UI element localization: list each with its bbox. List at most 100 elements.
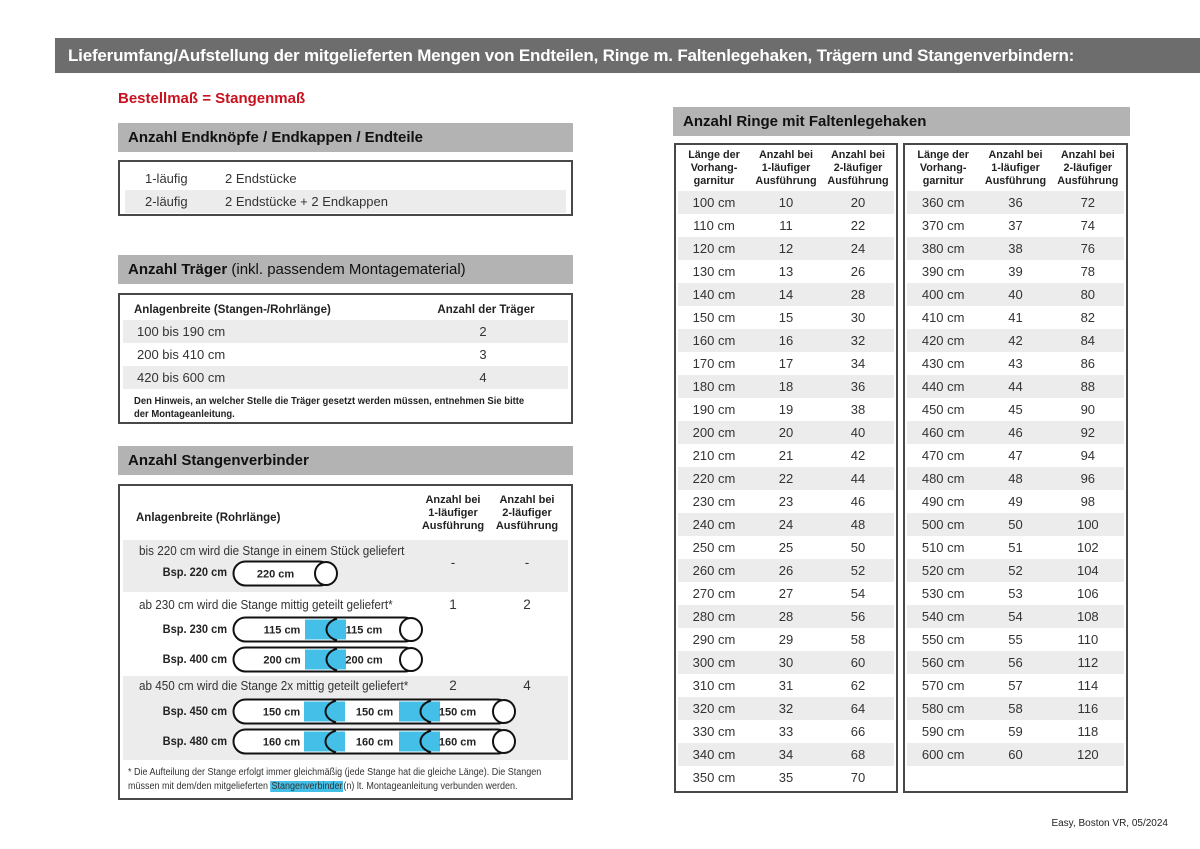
table-cell: 98 [1080,494,1096,509]
table-row: 450 cm 45 90 [907,398,1124,421]
table-cell: 54 [1008,609,1023,624]
table-cell: 360 cm [921,195,965,210]
table-cell: 18 [778,379,794,394]
block-text: bis 220 cm wird die Stange in einem Stüc… [139,543,405,558]
table-cell: 54 [850,586,866,601]
table-cell: 60 [1008,747,1023,762]
table-cell: 48 [850,517,866,532]
endteile-row-label: 2-läufig [145,194,188,209]
table-cell: 550 cm [921,632,965,647]
table-cell: 320 cm [692,701,736,716]
table-cell: 22 [778,471,794,486]
rod-diagram: 115 cm 115 cm [232,616,424,648]
table-row: 250 cm 25 50 [678,536,894,559]
table-cell: 47 [1008,448,1023,463]
verbinder-col1-header: Anzahl bei 1-läufiger Ausführung [421,494,485,532]
rod-diagram: 200 cm 200 cm [232,646,424,678]
table-cell: 41 [1008,310,1023,325]
table-cell: 120 cm [692,241,736,256]
section-header-endteile: Anzahl Endknöpfe / Endkappen / Endteile [118,123,573,152]
table-cell: 29 [778,632,794,647]
table-cell: 57 [1008,678,1023,693]
block-value-2: - [524,555,530,570]
table-cell: 42 [850,448,866,463]
table-row: 160 cm 16 32 [678,329,894,352]
table-cell: 530 cm [921,586,965,601]
table-cell: 450 cm [921,402,965,417]
section-header-traeger-sub: (inkl. passendem Montagematerial) [227,261,466,278]
table-cell: 180 cm [692,379,736,394]
verbinder-block-ab450: ab 450 cm wird die Stange 2x mittig gete… [123,676,568,760]
table-cell: 290 cm [692,632,736,647]
table-cell: 38 [850,402,866,417]
table-cell: 24 [850,241,866,256]
table-row: 310 cm 31 62 [678,674,894,697]
table-cell: 120 [1076,747,1099,762]
table-row: 520 cm 52 104 [907,559,1124,582]
table-row: 340 cm 34 68 [678,743,894,766]
document-footer: Easy, Boston VR, 05/2024 [1051,818,1168,829]
table-row: 290 cm 29 58 [678,628,894,651]
table-cell: 430 cm [921,356,965,371]
table-cell: 72 [1080,195,1096,210]
table-row: 370 cm 37 74 [907,214,1124,237]
table-row: 120 cm 12 24 [678,237,894,260]
table-row: 330 cm 33 66 [678,720,894,743]
table-row: 200 bis 410 cm 3 [123,343,568,366]
table-cell: 55 [1008,632,1023,647]
table-cell: 280 cm [692,609,736,624]
table-cell: 118 [1077,724,1099,739]
table-cell: 130 cm [692,264,736,279]
table-cell: 17 [778,356,794,371]
table-cell: 88 [1080,379,1096,394]
traeger-count: 4 [479,370,487,385]
table-row: 240 cm 24 48 [678,513,894,536]
table-row: 350 cm 35 70 [678,766,894,789]
table-cell: 470 cm [921,448,965,463]
traeger-range: 100 bis 190 cm [137,324,226,339]
rod-label: Bsp. 230 cm [162,622,228,636]
svg-text:150 cm: 150 cm [263,707,301,719]
table-row: 420 cm 42 84 [907,329,1124,352]
svg-text:200 cm: 200 cm [263,655,301,667]
table-cell: 20 [850,195,866,210]
table-cell: 62 [850,678,866,693]
table-row: 260 cm 26 52 [678,559,894,582]
table-cell: 48 [1008,471,1023,486]
section-header-ringe: Anzahl Ringe mit Faltenlegehaken [673,107,1130,136]
table-cell: 53 [1008,586,1023,601]
table-cell: 490 cm [921,494,965,509]
bestellmass-note: Bestellmaß = Stangenmaß [118,90,306,107]
ring-col-header: Anzahl bei 2-läufiger Ausführung [827,149,889,187]
table-cell: 250 cm [692,540,736,555]
table-cell: 46 [1008,425,1023,440]
table-cell: 58 [1008,701,1023,716]
endteile-box: 1-läufig 2 Endstücke 2-läufig 2 Endstück… [118,160,573,216]
svg-text:115 cm: 115 cm [264,625,301,637]
table-cell: 11 [779,218,793,233]
ring-col-header: Länge der Vorhang-garnitur [688,149,740,187]
rod-diagram: 220 cm [232,560,339,592]
table-row: 300 cm 30 60 [678,651,894,674]
table-cell: 37 [1008,218,1023,233]
table-cell: 600 cm [921,747,965,762]
table-cell: 33 [778,724,794,739]
table-cell: 420 cm [921,333,965,348]
table-cell: 52 [850,563,866,578]
table-cell: 60 [850,655,866,670]
table-row: 590 cm 59 118 [907,720,1124,743]
table-cell: 410 cm [921,310,965,325]
table-cell: 39 [1008,264,1023,279]
table-cell: 80 [1080,287,1096,302]
table-cell: 59 [1008,724,1023,739]
ring-col-header: Anzahl bei 2-läufiger Ausführung [1057,149,1119,187]
table-cell: 590 cm [921,724,965,739]
table-cell: 36 [850,379,866,394]
table-cell: 380 cm [921,241,965,256]
stangenverbinder-highlight: Stangenverbinder [270,781,344,792]
traeger-range: 200 bis 410 cm [137,347,226,362]
ring-table-2-header: Länge der Vorhang-garnitur Anzahl bei 1-läu… [907,147,1124,191]
table-row: 580 cm 58 116 [907,697,1124,720]
table-cell: 110 [1077,632,1099,647]
table-cell: 45 [1008,402,1023,417]
